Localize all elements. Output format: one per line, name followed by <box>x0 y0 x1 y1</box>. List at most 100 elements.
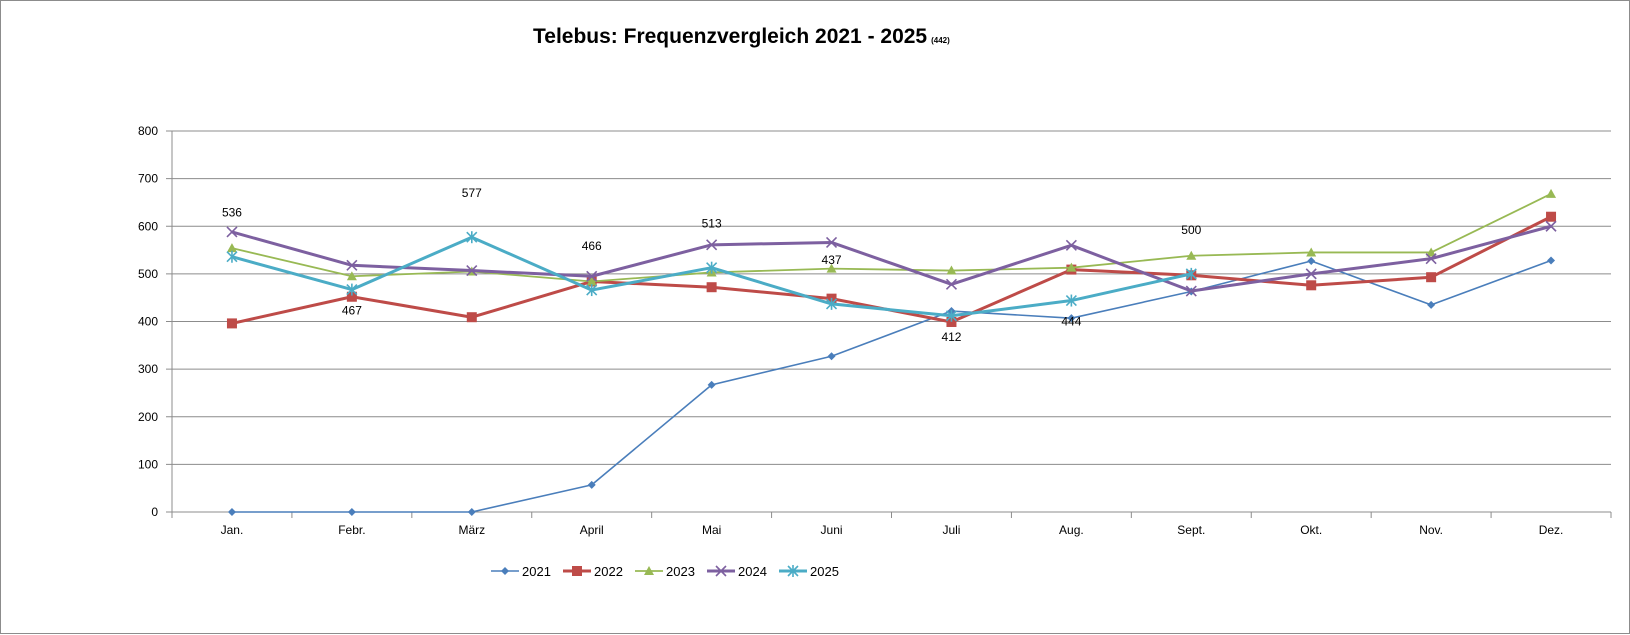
y-tick-label: 200 <box>138 410 158 424</box>
legend-label: 2025 <box>810 564 839 579</box>
y-tick-label: 600 <box>138 219 158 233</box>
legend-item-2021: 2021 <box>491 564 551 579</box>
point-2023 <box>946 265 957 275</box>
y-tick-label: 800 <box>138 124 158 138</box>
point-2022 <box>706 282 717 293</box>
point-2021 <box>467 508 476 516</box>
point-2022 <box>1546 211 1557 222</box>
series-line-2021 <box>231 259 1552 513</box>
data-label: 412 <box>941 330 961 344</box>
series-2025 <box>226 231 1197 322</box>
legend-marker <box>644 566 654 575</box>
point-2025 <box>346 283 358 296</box>
gridlines <box>172 130 1611 465</box>
data-label: 467 <box>342 304 362 318</box>
point-2024 <box>466 264 478 277</box>
series-lines <box>226 188 1557 516</box>
x-tick-label: Juli <box>942 523 960 537</box>
legend-label: 2022 <box>594 564 623 579</box>
point-2024 <box>1545 220 1557 232</box>
point-2024 <box>1425 253 1437 265</box>
y-tick-label: 400 <box>138 315 158 329</box>
point-2021 <box>227 508 236 516</box>
chart-title-note: (442) <box>931 36 950 45</box>
x-tick-label: Aug. <box>1059 523 1084 537</box>
x-tick-label: Mai <box>702 523 721 537</box>
data-label: 444 <box>1061 315 1081 329</box>
legend-label: 2021 <box>522 564 551 579</box>
data-label: 513 <box>702 217 722 231</box>
data-label: 536 <box>222 206 242 220</box>
point-2024 <box>945 278 958 290</box>
legend-label: 2024 <box>738 564 767 579</box>
point-2023 <box>1186 250 1197 260</box>
point-2024 <box>825 236 838 249</box>
legend-label: 2023 <box>666 564 695 579</box>
y-tick-label: 0 <box>151 505 158 519</box>
series-line-2025 <box>231 235 1192 318</box>
point-2025 <box>466 231 478 244</box>
point-2022 <box>946 316 957 327</box>
legend-item-2025: 2025 <box>779 564 839 579</box>
x-tick-label: Nov. <box>1419 523 1443 537</box>
axes: 0 100 200 300 400 500 600 700 800 Jan. Febr. März Ap… <box>138 124 1612 537</box>
point-2022 <box>466 312 477 323</box>
series-2024 <box>226 220 1557 297</box>
point-2024 <box>1065 239 1077 251</box>
chart-title-text: Telebus: Frequenzvergleich 2021 - 2025 <box>533 25 928 48</box>
point-2021 <box>587 480 596 489</box>
legend-marker <box>787 565 799 577</box>
point-2022 <box>1426 272 1437 283</box>
series-line-2023 <box>231 193 1552 283</box>
x-tick-label: Juni <box>821 523 843 537</box>
x-tick-label: März <box>458 523 485 537</box>
data-label: 500 <box>1181 223 1201 237</box>
point-2024 <box>226 226 238 238</box>
point-2024 <box>1185 285 1197 297</box>
x-tick-label: Dez. <box>1539 523 1564 537</box>
series-line-2024 <box>231 224 1552 293</box>
point-2021 <box>827 352 836 361</box>
chart-title: Telebus: Frequenzvergleich 2021 - 2025 (4… <box>533 25 950 49</box>
series-2023 <box>226 188 1557 286</box>
point-2024 <box>346 259 358 271</box>
y-tick-label: 500 <box>138 267 158 281</box>
x-tick-label: April <box>580 523 604 537</box>
point-2021 <box>1307 257 1316 266</box>
point-2024 <box>1305 268 1317 280</box>
x-tick-label: Jan. <box>221 523 244 537</box>
data-label: 466 <box>582 239 602 253</box>
point-2023 <box>1546 188 1557 198</box>
point-2021 <box>1547 256 1556 265</box>
legend-item-2022: 2022 <box>563 564 623 579</box>
x-tick-label: Okt. <box>1300 523 1322 537</box>
point-2021 <box>707 380 716 389</box>
point-2025 <box>1065 294 1077 307</box>
point-2025 <box>825 297 838 310</box>
point-2025 <box>586 284 598 297</box>
y-tick-label: 100 <box>138 457 158 471</box>
point-2021 <box>347 508 356 516</box>
legend-item-2023: 2023 <box>635 564 695 579</box>
data-label: 437 <box>822 253 842 267</box>
point-2025 <box>706 261 718 274</box>
point-2023 <box>1066 262 1077 272</box>
point-2023 <box>226 243 237 253</box>
x-tick-label: Febr. <box>338 523 365 537</box>
point-2023 <box>1306 247 1317 257</box>
point-2023 <box>586 276 597 286</box>
point-2023 <box>1426 247 1437 257</box>
point-2025 <box>945 309 958 322</box>
data-label: 577 <box>462 186 482 200</box>
point-2022 <box>346 291 357 302</box>
point-2024 <box>586 270 598 282</box>
y-tick-label: 300 <box>138 362 158 376</box>
point-2022 <box>226 318 237 329</box>
point-2025 <box>226 250 238 263</box>
legend-marker <box>715 565 727 577</box>
legend-item-2024: 2024 <box>707 564 767 579</box>
point-2022 <box>1306 280 1317 291</box>
data-labels: 536 467 577 466 513 437 412 444 500 <box>222 186 1202 344</box>
